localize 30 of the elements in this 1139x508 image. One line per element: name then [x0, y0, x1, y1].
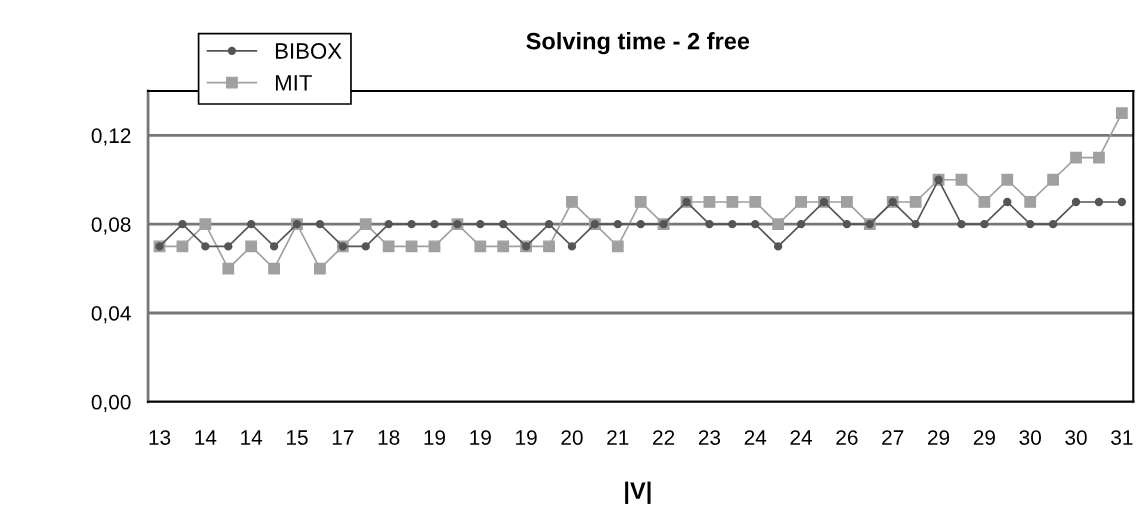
x-tick-label: 19 — [424, 430, 446, 445]
x-tick-label: 18 — [378, 430, 400, 445]
x-tick-label: 19 — [470, 430, 491, 445]
x-tick-label: 14 — [241, 430, 263, 445]
x-tick-label: 17 — [332, 430, 354, 445]
x-tick-label: 27 — [882, 430, 904, 445]
x-tick-label: 19 — [516, 430, 537, 445]
y-tick-label: 0,08 — [91, 217, 131, 235]
x-tick-label: 24 — [744, 430, 767, 445]
x-tick-label: 31 — [1111, 430, 1133, 445]
y-tick-label: 0,00 — [91, 394, 131, 413]
x-tick-label: 29 — [973, 430, 995, 445]
x-tick-label: 29 — [928, 430, 950, 445]
x-tick-label: 26 — [836, 430, 858, 445]
chart-title: Solving time - 2 free — [526, 32, 750, 55]
x-tick-label: 23 — [698, 430, 721, 445]
x-tick-label: 21 — [607, 430, 629, 445]
y-tick-label: 0,12 — [91, 128, 131, 146]
legend-label: BIBOX — [275, 43, 342, 59]
x-tick-label: 30 — [1065, 430, 1087, 445]
x-tick-label: 14 — [195, 430, 217, 445]
x-axis-title: |V| — [625, 481, 651, 504]
x-tick-label: 22 — [653, 430, 675, 445]
x-tick-label: 15 — [287, 430, 308, 445]
y-tick-label: 0,04 — [91, 306, 131, 324]
legend-label: MIT — [275, 75, 312, 91]
x-tick-label: 30 — [1019, 430, 1041, 445]
x-tick-label: 24 — [790, 430, 813, 445]
x-tick-label: 13 — [149, 430, 171, 445]
x-tick-label: 20 — [561, 430, 583, 445]
